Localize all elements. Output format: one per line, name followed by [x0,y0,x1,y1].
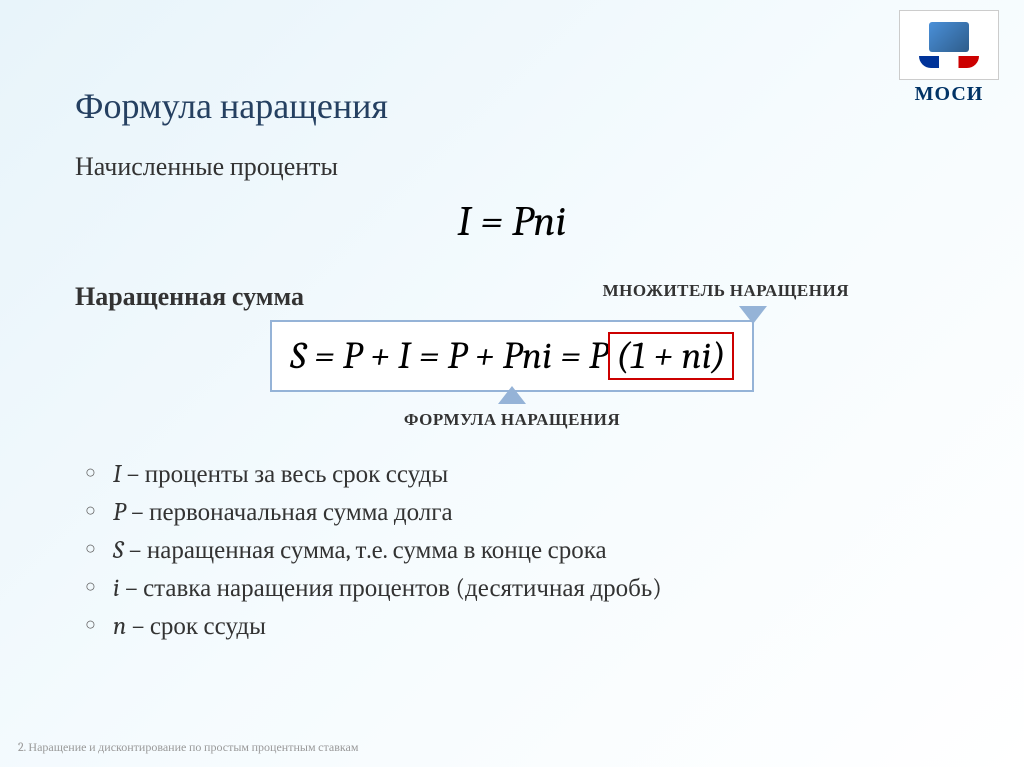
subtitle-interest: Начисленные проценты [75,152,949,182]
arrow-down-icon [739,306,767,324]
legend-desc: – ставка наращения процентов (десятичная… [120,574,662,603]
legend-desc: – первоначальная сумма долга [126,498,453,527]
logo-book-icon [919,56,979,68]
list-item: S – наращенная сумма, т.е. сумма в конце… [85,536,949,565]
legend-desc: – проценты за весь срок ссуды [121,460,448,489]
legend-list: I – проценты за весь срок ссуды P – перв… [75,460,949,641]
callout-multiplier-label: МНОЖИТЕЛЬ НАРАЩЕНИЯ [603,282,849,301]
list-item: I – проценты за весь срок ссуды [85,460,949,489]
list-item: n – срок ссуды [85,612,949,641]
callout-formula-label: ФОРМУЛА НАРАЩЕНИЯ [404,411,620,430]
list-item: P – первоначальная сумма долга [85,498,949,527]
formula-interest: I = Pni [75,197,949,246]
logo-badge: МОСИ [889,10,1009,106]
list-item: i – ставка наращения процентов (десятичн… [85,574,949,603]
legend-desc: – срок ссуды [126,612,266,641]
logo-image [899,10,999,80]
logo-monitor-icon [929,22,969,52]
arrow-up-icon [498,386,526,404]
formula-highlight-box: (1 + ni) [608,332,734,380]
callout-formula-wrap: ФОРМУЛА НАРАЩЕНИЯ [75,410,949,430]
formula-accumulated: S = P + I = P + Pni = P(1 + ni) [270,320,753,392]
legend-desc: – наращенная сумма, т.е. сумма в конце с… [123,536,606,565]
slide-content: Формула наращения Начисленные проценты I… [0,0,1024,680]
formula-box-wrap: S = P + I = P + Pni = P(1 + ni) [75,320,949,392]
slide-footer: 2. Наращение и дисконтирование по просты… [18,740,358,755]
legend-var: n [113,612,126,641]
legend-var: P [113,498,126,527]
legend-var: i [113,574,120,603]
logo-acronym: МОСИ [889,82,1009,106]
slide-title: Формула наращения [75,85,949,127]
formula-part1: S = P + I = P + Pni = P [290,334,608,378]
legend-var: S [113,536,123,565]
